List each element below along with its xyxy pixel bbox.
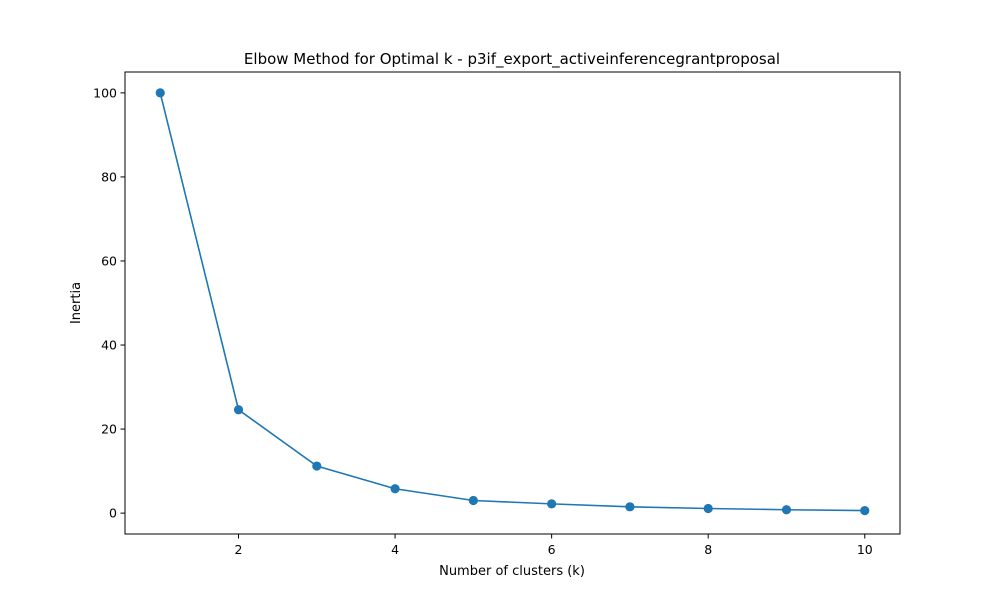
x-tick-label: 8 bbox=[704, 542, 712, 557]
y-tick-label: 20 bbox=[101, 422, 117, 437]
chart-title: Elbow Method for Optimal k - p3if_export… bbox=[244, 50, 780, 69]
data-point bbox=[703, 503, 713, 514]
series-line bbox=[159, 92, 865, 512]
data-point bbox=[312, 461, 322, 471]
y-tick-label: 60 bbox=[101, 253, 117, 268]
y-tick-label: 100 bbox=[93, 85, 117, 100]
y-axis-label: Inertia bbox=[69, 282, 84, 324]
y-tick-label: 0 bbox=[109, 506, 117, 521]
y-axis: 0 20 40 60 80 100 bbox=[93, 85, 125, 521]
data-point bbox=[625, 502, 635, 512]
y-tick-label: 40 bbox=[101, 338, 117, 353]
series-group bbox=[155, 88, 870, 516]
y-tick-label: 80 bbox=[101, 169, 117, 184]
x-tick-label: 2 bbox=[235, 542, 243, 557]
x-tick-label: 4 bbox=[391, 542, 399, 557]
data-point bbox=[781, 505, 792, 515]
data-point bbox=[390, 484, 400, 494]
x-tick-label: 10 bbox=[857, 542, 873, 557]
data-point bbox=[233, 405, 244, 415]
data-point bbox=[547, 499, 557, 509]
x-axis-label: Number of clusters (k) bbox=[439, 564, 585, 579]
plot-area-frame bbox=[124, 71, 901, 535]
data-point bbox=[860, 505, 870, 516]
data-point bbox=[155, 88, 165, 98]
data-point bbox=[468, 495, 478, 506]
x-axis: 2 4 6 8 10 bbox=[235, 534, 873, 557]
x-tick-label: 6 bbox=[548, 542, 556, 557]
